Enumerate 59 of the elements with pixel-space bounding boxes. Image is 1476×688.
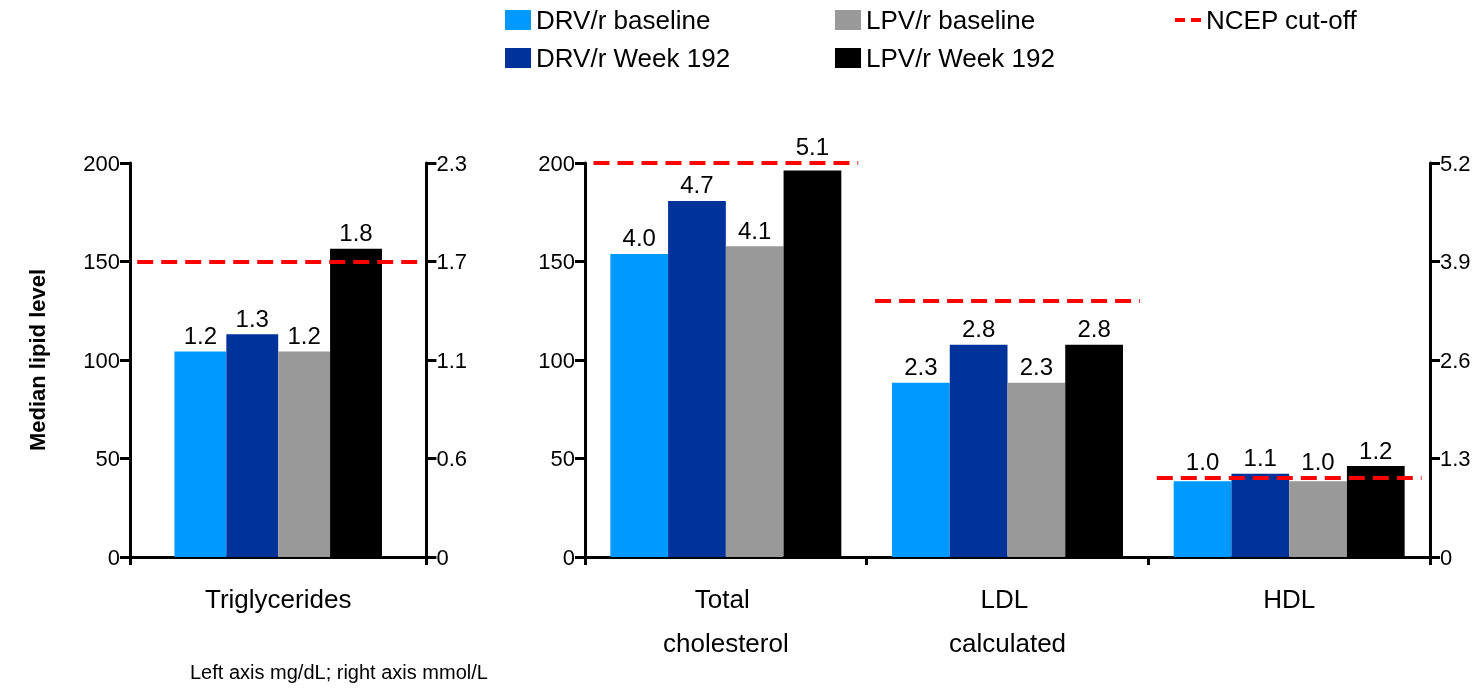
bar [668, 200, 726, 557]
y-axis-title: Median lipid level [24, 268, 50, 452]
data-label: 2.3 [904, 353, 938, 381]
bar [1007, 382, 1066, 557]
data-label: 4.1 [738, 216, 772, 244]
bar [892, 382, 950, 557]
y2-tick-label: 3.9 [1440, 249, 1471, 274]
data-label: 2.3 [1019, 353, 1054, 381]
bar [1289, 481, 1347, 557]
data-label: 2.8 [961, 315, 996, 343]
y2-tick-label: 2.6 [1440, 347, 1471, 373]
legend-label: LPV/r baseline [866, 5, 1036, 35]
data-label: 1.2 [1359, 436, 1393, 464]
y-tick-label: 0 [107, 544, 120, 570]
data-label: 1.1 [1243, 444, 1277, 472]
y2-tick-label: 2.3 [436, 150, 468, 176]
y-tick-label: 200 [83, 150, 120, 176]
bar [174, 351, 227, 557]
data-label: 4.7 [680, 171, 714, 199]
data-label: 2.8 [1077, 315, 1111, 343]
y2-tick-label: 0.6 [436, 446, 468, 471]
data-label: 1.0 [1185, 447, 1220, 475]
data-label: 5.1 [795, 132, 830, 160]
legend-label: LPV/r Week 192 [866, 43, 1055, 73]
data-label: 1.3 [235, 304, 269, 332]
y-tick-label: 200 [538, 150, 575, 176]
data-label: 1.0 [1301, 447, 1335, 475]
legend-label: DRV/r Week 192 [536, 43, 731, 73]
y-tick-label: 0 [562, 544, 575, 570]
bar [226, 334, 279, 557]
y2-tick-label: 0 [1440, 544, 1453, 570]
y2-tick-label: 1.7 [436, 249, 468, 274]
data-label: 1.2 [287, 321, 321, 349]
y2-tick-label: 5.2 [1440, 150, 1471, 176]
y-tick-label: 150 [538, 249, 575, 274]
y-tick-label: 100 [538, 347, 575, 373]
y-tick-label: 150 [83, 249, 120, 274]
bar [949, 344, 1008, 557]
y2-tick-label: 1.3 [1440, 446, 1471, 471]
legend-label: NCEP cut-off [1206, 5, 1358, 35]
x-tick-label: LDL calculated [948, 584, 1067, 658]
y-tick-label: 50 [550, 446, 575, 471]
data-label: 1.2 [183, 321, 218, 349]
legend-label: DRV/r baseline [536, 5, 711, 35]
data-label: 1.8 [339, 219, 373, 247]
x-tick-label: Triglycerides [205, 584, 352, 614]
y2-tick-label: 1.1 [436, 347, 468, 373]
y2-tick-label: 0 [436, 544, 449, 570]
y-tick-label: 100 [83, 347, 120, 373]
bar [610, 253, 669, 557]
data-label: 4.0 [622, 224, 656, 252]
bar [725, 246, 784, 557]
x-tick-label: Total cholesterol [662, 584, 789, 658]
y-tick-label: 50 [95, 446, 120, 471]
bar [1173, 481, 1232, 557]
bar [278, 351, 331, 557]
bar [1231, 473, 1290, 557]
x-tick-label: HDL [1263, 584, 1316, 614]
text: Left axis mg/dL; right axis mmol/L [190, 661, 488, 684]
